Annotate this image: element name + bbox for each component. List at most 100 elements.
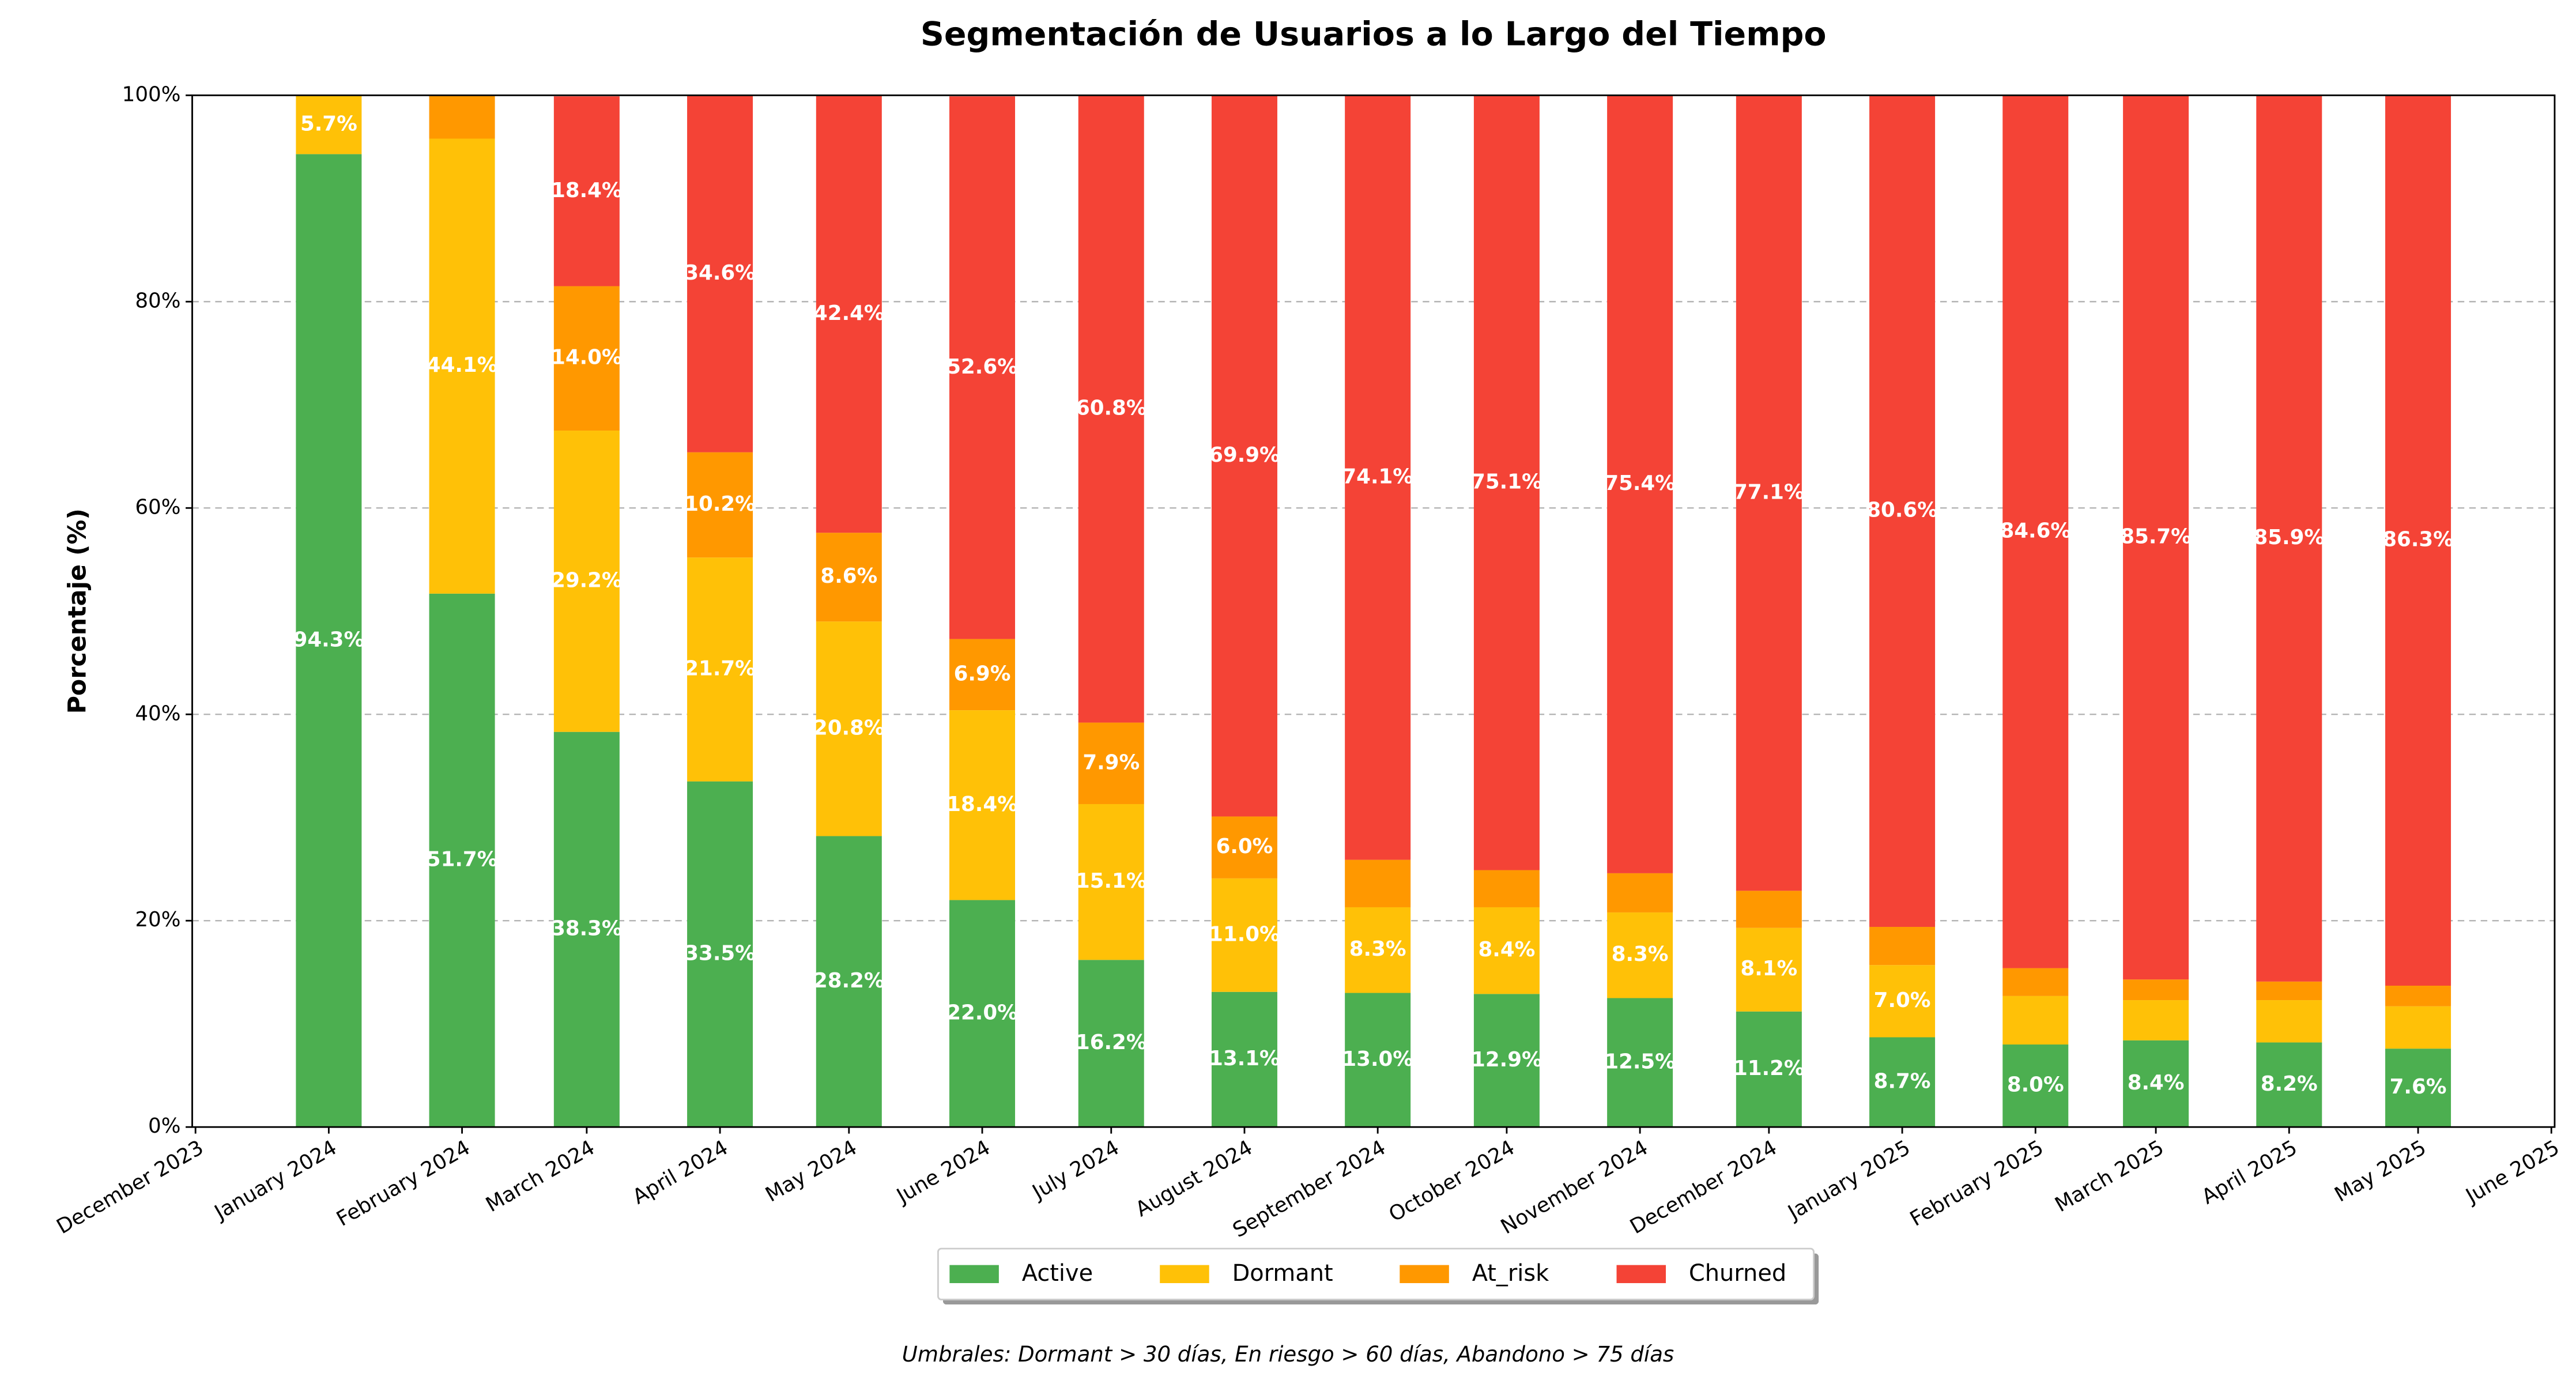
data-label: 18.4% xyxy=(551,179,623,202)
data-label: 85.7% xyxy=(2120,525,2192,548)
data-label: 7.0% xyxy=(1874,989,1931,1012)
footnote: Umbrales: Dormant > 30 días, En riesgo >… xyxy=(902,1342,1674,1367)
bar-segment xyxy=(1869,1037,1936,1127)
data-label: 33.5% xyxy=(684,941,756,965)
data-label: 7.6% xyxy=(2390,1075,2447,1099)
data-label: 74.1% xyxy=(1342,465,1413,488)
bar-segment xyxy=(296,95,362,154)
legend-label: Dormant xyxy=(1232,1260,1333,1287)
bar-segment xyxy=(2385,986,2451,1006)
bar-segment xyxy=(553,286,620,431)
bar-segment xyxy=(816,533,882,622)
data-label: 51.7% xyxy=(427,848,498,872)
bar-segment xyxy=(2256,1042,2322,1127)
bar-segment xyxy=(553,96,620,286)
data-label: 44.1% xyxy=(427,353,498,377)
data-label: 8.0% xyxy=(2007,1073,2064,1097)
legend-label: Active xyxy=(1022,1260,1093,1287)
y-tick-label: 60% xyxy=(135,495,180,519)
y-tick-label: 0% xyxy=(148,1114,180,1138)
data-label: 34.6% xyxy=(684,261,756,285)
data-label: 16.2% xyxy=(1076,1031,1147,1054)
bar-segment xyxy=(687,95,753,452)
legend-swatch xyxy=(1160,1265,1209,1283)
bar-segment xyxy=(2385,1006,2451,1049)
plot-frame xyxy=(191,94,2556,1128)
y-tick-label: 20% xyxy=(135,908,180,932)
bar-segment xyxy=(1078,804,1144,960)
legend-swatch xyxy=(949,1265,999,1283)
data-label: 69.9% xyxy=(1209,443,1280,467)
data-label: 75.1% xyxy=(1471,470,1542,493)
legend-swatch xyxy=(1400,1265,1449,1283)
data-label: 28.2% xyxy=(813,969,885,993)
bar-segment xyxy=(816,621,882,836)
bar-segment xyxy=(553,731,620,1127)
bar-segment xyxy=(1607,873,1673,912)
bar-segment xyxy=(1211,991,1277,1127)
y-tick-label: 40% xyxy=(135,702,180,725)
bar-segment xyxy=(816,836,882,1127)
bar-segment xyxy=(1736,1011,1802,1127)
data-label: 8.3% xyxy=(1349,937,1406,961)
data-label: 8.4% xyxy=(2128,1071,2185,1095)
data-label: 20.8% xyxy=(813,716,885,740)
bar-segment xyxy=(687,452,753,558)
bar-segment xyxy=(1473,870,1540,907)
y-axis-label: Porcentaje (%) xyxy=(63,508,92,714)
data-label: 13.1% xyxy=(1209,1047,1280,1070)
bar-segment xyxy=(2256,95,2322,982)
legend-box xyxy=(937,1247,1815,1300)
bar-segment xyxy=(2002,995,2069,1045)
bar-segment xyxy=(553,431,620,732)
data-label: 13.0% xyxy=(1342,1047,1413,1071)
bar-segment xyxy=(2385,1049,2451,1127)
bar-segment xyxy=(2002,1044,2069,1127)
bar-segment xyxy=(1736,891,1802,928)
bar-segment xyxy=(1345,993,1411,1127)
data-label: 77.1% xyxy=(1733,480,1805,504)
bar-segment xyxy=(429,138,495,594)
bar-segment xyxy=(949,96,1016,639)
bar-segment xyxy=(816,95,882,533)
data-label: 6.9% xyxy=(954,662,1011,685)
bar-segment xyxy=(1736,927,1802,1012)
bar-segment xyxy=(949,710,1016,900)
bar-segment xyxy=(1211,95,1277,817)
bar-segment xyxy=(1607,95,1673,873)
bar-segment xyxy=(1607,998,1673,1127)
y-tick-label: 80% xyxy=(135,289,180,312)
bar-segment xyxy=(1345,859,1411,907)
data-label: 8.3% xyxy=(1612,942,1669,966)
bar-segment xyxy=(1345,907,1411,993)
bar-segment xyxy=(1869,965,1936,1038)
data-label: 52.6% xyxy=(946,355,1018,379)
data-label: 80.6% xyxy=(1866,499,1938,522)
legend-label: Churned xyxy=(1689,1260,1786,1287)
data-label: 18.4% xyxy=(946,793,1018,816)
data-label: 86.3% xyxy=(2382,528,2454,552)
legend-label: At_risk xyxy=(1472,1260,1549,1287)
bar-segment xyxy=(1211,878,1277,992)
data-label: 22.0% xyxy=(946,1001,1018,1024)
data-label: 8.4% xyxy=(1479,938,1536,961)
data-label: 75.4% xyxy=(1604,472,1676,495)
bar-segment xyxy=(1736,95,1802,891)
data-label: 42.4% xyxy=(813,301,885,325)
bar-segment xyxy=(1473,907,1540,994)
bar-segment xyxy=(687,781,753,1127)
data-label: 6.0% xyxy=(1216,835,1273,858)
bar-segment xyxy=(2002,968,2069,996)
bar-segment xyxy=(2123,95,2189,980)
bar-segment xyxy=(2385,95,2451,986)
data-label: 10.2% xyxy=(684,492,756,516)
data-label: 11.2% xyxy=(1733,1057,1805,1080)
bar-segment xyxy=(2123,979,2189,1001)
bar-segment xyxy=(429,593,495,1127)
data-label: 21.7% xyxy=(684,657,756,680)
bar-segment xyxy=(1473,994,1540,1127)
data-label: 7.9% xyxy=(1083,751,1140,774)
data-label: 38.3% xyxy=(551,917,623,940)
